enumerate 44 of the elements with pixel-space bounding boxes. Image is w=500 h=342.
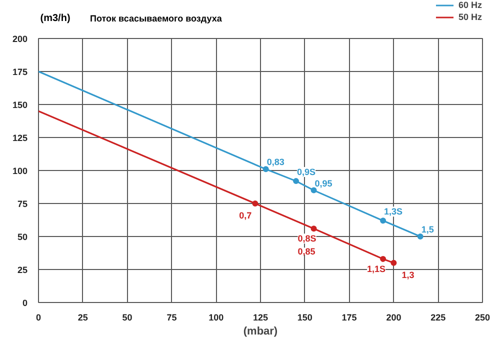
point — [380, 218, 386, 224]
annotation: 0,8S — [298, 234, 316, 244]
point — [252, 200, 258, 206]
legend-label: 60 Hz — [458, 0, 482, 10]
y-tick-label: 50 — [17, 232, 28, 242]
y-tick-label: 125 — [12, 133, 28, 143]
y-tick-label: 100 — [12, 166, 28, 176]
annotation: 0,85 — [298, 246, 316, 257]
point — [293, 178, 300, 184]
x-tick-label: 25 — [78, 312, 88, 322]
annotation: 0,9S — [297, 167, 316, 178]
chart-title: Поток всасываемого воздуха — [90, 14, 223, 24]
x-tick-label: 225 — [430, 312, 446, 322]
y-tick-label: 75 — [17, 199, 28, 209]
x-tick-label: 175 — [342, 312, 357, 322]
x-tick-label: 50 — [122, 312, 132, 322]
y-tick-label: 25 — [17, 265, 28, 275]
annotation: 0,7 — [239, 210, 252, 220]
annotation: 1,5 — [421, 224, 434, 234]
x-tick-label: 250 — [474, 312, 490, 322]
annotation: 1,1S — [367, 264, 386, 274]
y-tick-label: 0 — [22, 298, 28, 308]
legend-label: 50 Hz — [458, 12, 482, 22]
y-tick-label: 150 — [12, 100, 28, 110]
point — [380, 256, 386, 262]
annotation: 0,95 — [314, 178, 332, 188]
point — [390, 260, 397, 266]
point — [262, 166, 269, 172]
annotation: 1,3 — [402, 270, 414, 280]
x-tick-label: 0 — [36, 312, 42, 322]
y-axis-title: (m3/h) — [40, 13, 70, 24]
point — [310, 226, 317, 232]
x-tick-label: 100 — [208, 312, 224, 322]
x-tick-label: 200 — [386, 312, 402, 322]
y-tick-label: 200 — [12, 34, 28, 44]
point — [310, 187, 317, 194]
x-tick-label: 125 — [252, 312, 268, 322]
point — [417, 234, 424, 240]
y-tick-label: 175 — [12, 67, 28, 77]
annotation: 1,3S — [384, 206, 403, 217]
x-tick-label: 150 — [297, 312, 312, 322]
x-tick-label: 75 — [166, 312, 177, 322]
x-axis-title: (mbar) — [243, 326, 278, 338]
annotation: 0,83 — [266, 157, 284, 168]
